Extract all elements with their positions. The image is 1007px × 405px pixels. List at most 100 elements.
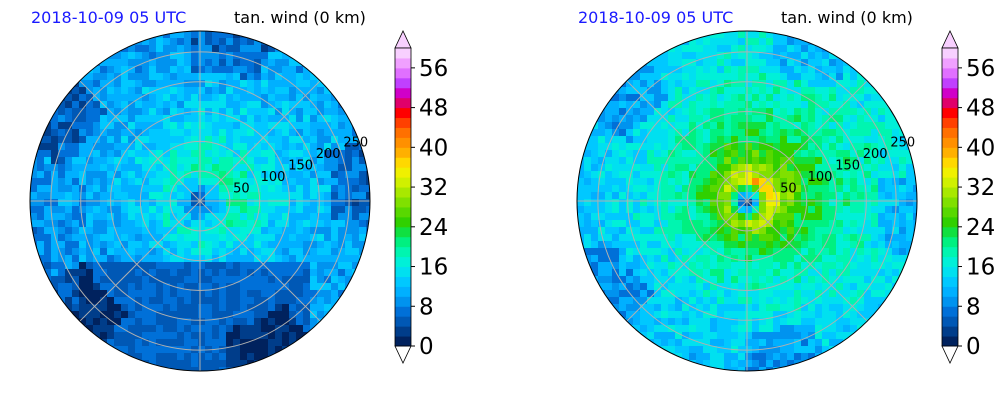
wind-cell [815,220,822,227]
wind-cell [675,234,682,241]
wind-cell [310,318,317,325]
wind-cell [212,178,219,185]
wind-cell [668,185,675,192]
wind-cell [121,38,128,45]
wind-cell [591,220,598,227]
wind-cell [261,199,268,206]
wind-cell [107,115,114,122]
wind-cell [766,185,773,192]
wind-cell [633,150,640,157]
wind-cell [759,52,766,59]
wind-cell [871,220,878,227]
wind-cell [170,248,177,255]
wind-cell [626,136,633,143]
wind-cell [177,360,184,367]
wind-cell [163,59,170,66]
wind-cell [675,206,682,213]
wind-cell [58,227,65,234]
wind-cell [794,192,801,199]
wind-cell [738,339,745,346]
wind-cell [86,325,93,332]
wind-cell [724,304,731,311]
wind-cell [128,360,135,367]
wind-cell [289,73,296,80]
wind-cell [177,276,184,283]
wind-cell [149,297,156,304]
wind-cell [100,227,107,234]
wind-cell [352,136,359,143]
wind-cell [247,346,254,353]
wind-cell [724,290,731,297]
wind-cell [801,171,808,178]
wind-cell [836,178,843,185]
wind-cell [79,136,86,143]
wind-cell [682,227,689,234]
spoke-line [746,80,868,202]
wind-cell [219,206,226,213]
wind-cell [268,73,275,80]
wind-cell [184,178,191,185]
wind-cell [724,129,731,136]
wind-cell [107,234,114,241]
wind-cell [752,157,759,164]
wind-cell [752,94,759,101]
wind-cell [591,234,598,241]
wind-cell [773,332,780,339]
wind-cell [156,87,163,94]
wind-cell [205,38,212,45]
wind-cell [212,52,219,59]
wind-cell [710,227,717,234]
wind-cell [640,220,647,227]
wind-cell [815,227,822,234]
wind-cell [240,206,247,213]
wind-cell [675,227,682,234]
wind-cell [808,325,815,332]
wind-cell [689,276,696,283]
wind-cell [752,220,759,227]
wind-cell [114,248,121,255]
wind-cell [780,136,787,143]
wind-cell [836,304,843,311]
wind-cell [717,325,724,332]
wind-cell [93,318,100,325]
wind-cell [72,87,79,94]
wind-cell [885,199,892,206]
wind-cell [871,206,878,213]
wind-cell [661,234,668,241]
wind-cell [654,220,661,227]
wind-cell [738,178,745,185]
wind-cell [247,73,254,80]
wind-cell [822,199,829,206]
wind-cell [717,346,724,353]
wind-cell [696,255,703,262]
wind-cell [51,262,58,269]
wind-cell [633,311,640,318]
wind-cell [359,178,366,185]
colorbar-segment [942,197,958,208]
wind-cell [205,122,212,129]
wind-cell [759,332,766,339]
wind-cell [717,52,724,59]
wind-cell [289,143,296,150]
wind-cell [759,129,766,136]
wind-cell [114,122,121,129]
wind-cell [773,248,780,255]
wind-cell [163,157,170,164]
wind-cell [696,73,703,80]
wind-cell [752,150,759,157]
wind-cell [121,115,128,122]
wind-cell [675,178,682,185]
wind-cell [177,297,184,304]
wind-cell [303,73,310,80]
wind-cell [198,31,205,38]
wind-cell [850,213,857,220]
wind-cell [710,234,717,241]
wind-cell [801,108,808,115]
wind-cell [703,290,710,297]
wind-cell [829,66,836,73]
wind-cell [93,80,100,87]
wind-cell [170,227,177,234]
wind-cell [640,311,647,318]
wind-cell [282,332,289,339]
wind-cell [198,129,205,136]
